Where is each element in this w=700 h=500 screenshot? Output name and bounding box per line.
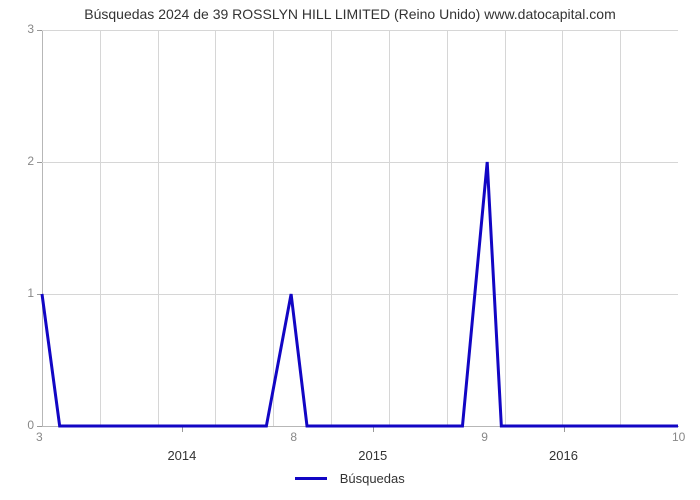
series-line [0, 0, 700, 500]
